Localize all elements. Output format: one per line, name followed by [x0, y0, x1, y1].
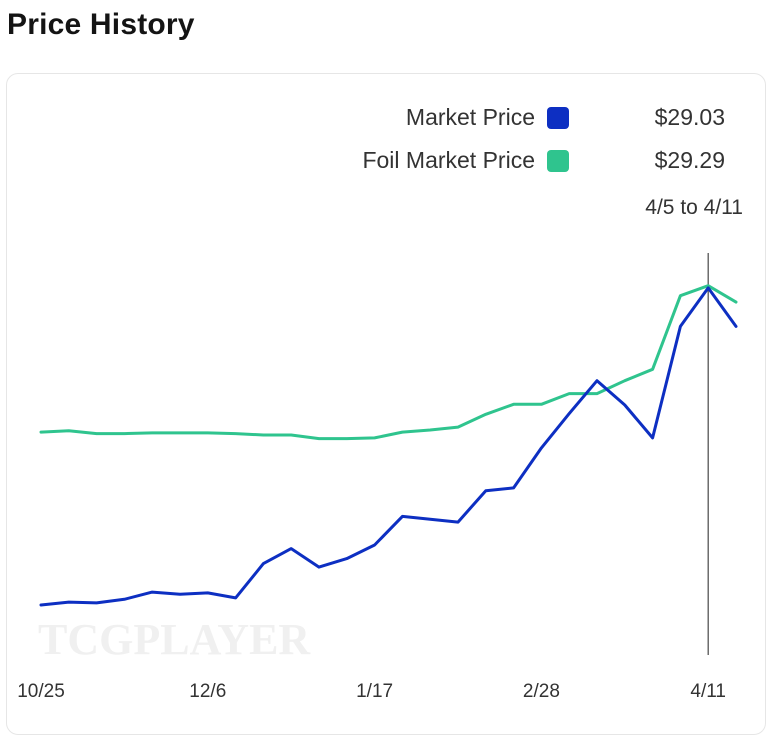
legend-foil-value: $29.29	[654, 147, 725, 173]
price-line-chart[interactable]: TCGPLAYER 10/25 12/6 1/17 2/28 4/11	[0, 0, 774, 710]
watermark-logo: TCGPLAYER	[38, 615, 311, 664]
price-history-card: Market Price $29.03 Foil Market Price $2…	[6, 73, 766, 735]
page-title: Price History	[7, 8, 195, 41]
series-line-foil-market-price	[39, 284, 738, 441]
x-tick-label: 12/6	[189, 681, 226, 702]
x-tick-label: 10/25	[17, 681, 65, 702]
series-line-market-price	[39, 286, 738, 607]
legend-foil: Foil Market Price $29.29	[362, 147, 725, 174]
legend-foil-swatch	[547, 149, 569, 172]
legend-market-swatch	[547, 106, 569, 129]
date-range-label: 4/5 to 4/11	[645, 196, 743, 219]
legend-market-value: $29.03	[654, 104, 725, 130]
x-tick-label: 4/11	[690, 681, 726, 702]
x-tick-label: 1/17	[356, 681, 393, 702]
x-tick-label: 2/28	[523, 681, 560, 702]
legend-market-label: Market Price	[405, 104, 535, 130]
legend-market: Market Price $29.03	[406, 104, 725, 131]
legend-foil-label: Foil Market Price	[362, 147, 535, 173]
